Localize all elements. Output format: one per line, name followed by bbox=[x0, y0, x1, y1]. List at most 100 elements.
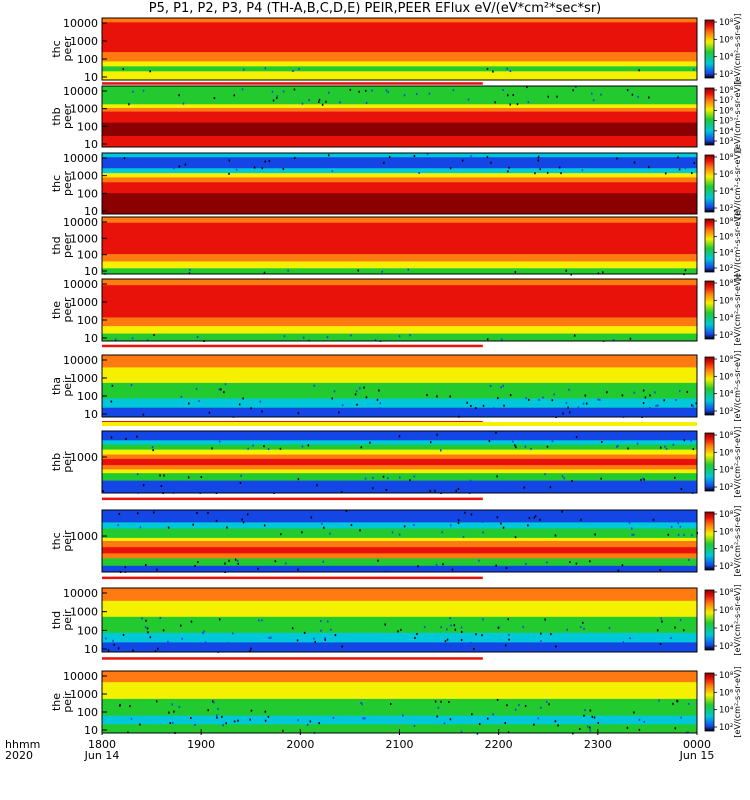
noise-pixel bbox=[249, 718, 251, 721]
noise-pixel bbox=[551, 399, 554, 402]
x-tick-label: 2100 bbox=[386, 738, 414, 751]
noise-pixel bbox=[288, 486, 291, 489]
noise-pixel bbox=[157, 647, 159, 650]
noise-pixel bbox=[648, 642, 651, 645]
noise-pixel bbox=[601, 441, 603, 444]
spectrogram-panel: 10 100 1000 10000 thepeir 10² 10⁴ 10⁶ 10⁸ [eV/(cm… bbox=[50, 666, 742, 737]
noise-pixel bbox=[664, 172, 667, 175]
noise-pixel bbox=[436, 715, 438, 718]
noise-pixel bbox=[461, 159, 464, 162]
noise-pixel bbox=[415, 93, 418, 96]
noise-pixel bbox=[440, 492, 442, 495]
colorbar-tick-label: 10² bbox=[719, 483, 733, 493]
noise-pixel bbox=[580, 518, 582, 521]
noise-pixel bbox=[459, 158, 462, 161]
noise-pixel bbox=[526, 86, 528, 89]
spectrogram-panel: 10 100 1000 10000 thepeer 10² 10⁴ 10⁶ 10⁸ [eV/(cm… bbox=[50, 274, 742, 345]
noise-pixel bbox=[273, 492, 275, 495]
noise-pixel bbox=[465, 515, 467, 518]
noise-pixel bbox=[583, 163, 586, 166]
colorbar bbox=[704, 218, 715, 273]
flux-band bbox=[102, 104, 697, 109]
noise-pixel bbox=[326, 336, 329, 339]
y-tick-label: 1000 bbox=[70, 451, 98, 464]
noise-pixel bbox=[460, 730, 463, 733]
noise-pixel bbox=[642, 477, 644, 480]
noise-pixel bbox=[663, 399, 665, 402]
noise-pixel bbox=[261, 619, 263, 622]
flux-band bbox=[102, 671, 697, 683]
flux-band bbox=[102, 541, 697, 548]
noise-pixel bbox=[617, 444, 619, 447]
noise-pixel bbox=[522, 625, 524, 628]
flux-band bbox=[102, 724, 697, 734]
noise-pixel bbox=[443, 722, 446, 725]
flux-band bbox=[102, 565, 697, 573]
noise-pixel bbox=[496, 475, 498, 478]
panel-ylabel: thcpeer bbox=[50, 171, 74, 197]
noise-pixel bbox=[283, 335, 286, 338]
colorbar-tick-label: 10² bbox=[719, 204, 733, 214]
noise-pixel bbox=[562, 488, 565, 491]
noise-pixel bbox=[322, 560, 325, 563]
noise-pixel bbox=[317, 431, 319, 434]
noise-pixel bbox=[677, 533, 680, 536]
noise-pixel bbox=[224, 571, 226, 574]
noise-pixel bbox=[118, 512, 121, 515]
y-tick-label: 10000 bbox=[63, 670, 98, 683]
flux-band bbox=[102, 632, 697, 643]
noise-pixel bbox=[355, 390, 358, 393]
noise-pixel bbox=[112, 408, 114, 411]
noise-pixel bbox=[178, 94, 180, 97]
noise-pixel bbox=[544, 473, 546, 476]
noise-pixel bbox=[187, 476, 190, 479]
noise-pixel bbox=[235, 168, 238, 171]
noise-pixel bbox=[240, 474, 242, 477]
flux-band bbox=[102, 333, 697, 342]
flux-band bbox=[102, 367, 697, 384]
colorbar-tick-label: 10⁶ bbox=[719, 448, 734, 458]
noise-pixel bbox=[365, 101, 368, 104]
noise-pixel bbox=[482, 404, 485, 407]
noise-pixel bbox=[264, 160, 266, 163]
colorbar-tick-label: 10² bbox=[719, 723, 733, 733]
noise-pixel bbox=[340, 491, 343, 494]
noise-pixel bbox=[264, 710, 267, 713]
noise-pixel bbox=[231, 632, 234, 635]
noise-pixel bbox=[533, 516, 536, 519]
noise-pixel bbox=[677, 522, 680, 525]
noise-pixel bbox=[238, 568, 241, 571]
flux-band bbox=[102, 261, 697, 269]
colorbar-units-label: [eV/(cm²-s-sr-eV)] bbox=[733, 13, 742, 84]
noise-pixel bbox=[318, 722, 320, 725]
noise-pixel bbox=[453, 624, 456, 627]
y-tick-label: 10 bbox=[84, 71, 98, 84]
colorbar-tick-label: 10² bbox=[719, 562, 733, 572]
noise-pixel bbox=[228, 159, 231, 162]
colorbar bbox=[704, 589, 715, 651]
noise-pixel bbox=[565, 269, 568, 272]
flux-band bbox=[102, 465, 697, 470]
noise-pixel bbox=[119, 704, 121, 707]
noise-pixel bbox=[682, 629, 685, 632]
noise-pixel bbox=[672, 443, 675, 446]
noise-pixel bbox=[562, 412, 564, 415]
noise-pixel bbox=[434, 489, 436, 492]
noise-pixel bbox=[122, 633, 125, 636]
noise-pixel bbox=[156, 160, 158, 163]
noise-pixel bbox=[378, 431, 381, 434]
noise-pixel bbox=[450, 624, 452, 627]
y-tick-label: 10 bbox=[84, 205, 98, 218]
noise-pixel bbox=[242, 397, 244, 400]
noise-pixel bbox=[538, 165, 541, 168]
noise-pixel bbox=[514, 444, 516, 447]
colorbar-units-label: [eV/(cm²-s-sr-eV)] bbox=[733, 81, 742, 152]
noise-pixel bbox=[129, 705, 131, 708]
colorbar-units-label: [eV/(cm²-s-sr-eV)] bbox=[733, 274, 742, 345]
colorbar-tick-label: 10⁴ bbox=[719, 53, 734, 63]
noise-pixel bbox=[239, 481, 242, 484]
y-tick-label: 1000 bbox=[70, 232, 98, 245]
noise-pixel bbox=[449, 167, 452, 170]
noise-pixel bbox=[297, 478, 300, 481]
noise-pixel bbox=[359, 529, 361, 532]
